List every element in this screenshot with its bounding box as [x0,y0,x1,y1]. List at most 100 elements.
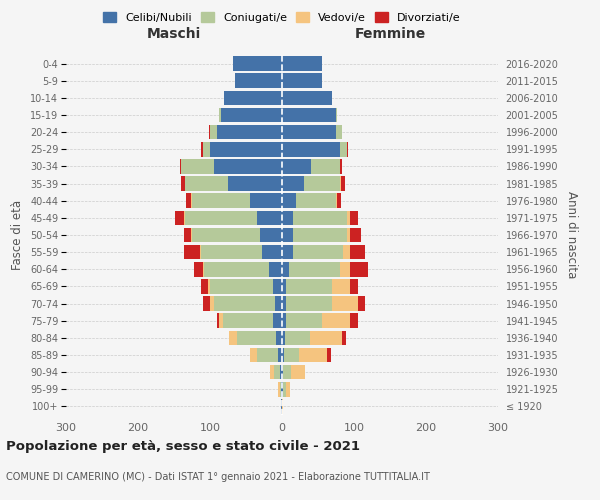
Bar [278,348,282,362]
Bar [332,279,350,293]
Bar [282,228,293,242]
Bar [203,262,204,276]
Bar [286,279,332,293]
Bar [347,228,350,242]
Bar [285,330,310,345]
Bar [299,348,328,362]
Bar [200,245,262,260]
Bar [336,108,337,122]
Bar [311,159,340,174]
Bar [233,56,282,71]
Bar [347,210,350,225]
Bar [282,210,293,225]
Bar [208,279,210,293]
Bar [274,279,282,293]
Bar [235,74,282,88]
Bar [282,245,293,260]
Bar [293,210,347,225]
Bar [282,365,283,380]
Bar [260,228,282,242]
Bar [304,176,340,191]
Bar [269,262,282,276]
Bar [278,382,280,396]
Bar [175,210,184,225]
Bar [184,228,191,242]
Bar [229,330,236,345]
Bar [275,296,282,311]
Bar [274,365,280,380]
Bar [180,159,181,174]
Bar [282,159,311,174]
Bar [194,262,203,276]
Bar [340,262,350,276]
Y-axis label: Fasce di età: Fasce di età [11,200,25,270]
Bar [282,382,283,396]
Bar [282,296,286,311]
Bar [181,176,185,191]
Bar [184,210,185,225]
Bar [271,365,274,380]
Bar [250,348,257,362]
Bar [191,194,192,208]
Bar [203,296,210,311]
Bar [310,330,343,345]
Text: COMUNE DI CAMERINO (MC) - Dati ISTAT 1° gennaio 2021 - Elaborazione TUTTITALIA.I: COMUNE DI CAMERINO (MC) - Dati ISTAT 1° … [6,472,430,482]
Bar [282,262,289,276]
Bar [214,159,282,174]
Bar [336,194,337,208]
Bar [185,194,191,208]
Bar [250,194,282,208]
Bar [224,90,282,105]
Text: Maschi: Maschi [147,26,201,40]
Bar [282,90,332,105]
Bar [281,399,282,413]
Bar [290,365,305,380]
Bar [274,314,282,328]
Bar [210,296,214,311]
Bar [220,314,223,328]
Bar [276,330,282,345]
Bar [341,176,344,191]
Bar [340,159,342,174]
Bar [223,314,274,328]
Bar [262,245,282,260]
Bar [350,210,358,225]
Bar [217,314,220,328]
Bar [282,142,340,156]
Bar [209,125,210,140]
Bar [185,210,257,225]
Bar [322,314,350,328]
Bar [221,108,282,122]
Bar [191,228,192,242]
Bar [236,330,276,345]
Bar [328,348,331,362]
Bar [350,314,358,328]
Bar [286,296,332,311]
Bar [282,176,304,191]
Bar [282,330,285,345]
Bar [296,194,336,208]
Bar [343,330,346,345]
Bar [210,142,282,156]
Bar [185,176,228,191]
Legend: Celibi/Nubili, Coniugati/e, Vedovi/e, Divorziati/e: Celibi/Nubili, Coniugati/e, Vedovi/e, Di… [101,10,463,25]
Bar [282,74,322,88]
Bar [257,348,278,362]
Text: Femmine: Femmine [0,499,1,500]
Bar [210,279,274,293]
Bar [228,176,282,191]
Bar [282,125,336,140]
Bar [280,382,281,396]
Bar [200,279,208,293]
Bar [289,262,340,276]
Bar [192,194,250,208]
Bar [282,314,286,328]
Bar [282,399,283,413]
Bar [284,348,299,362]
Bar [202,142,203,156]
Bar [340,176,341,191]
Bar [350,279,358,293]
Bar [286,382,290,396]
Bar [342,125,343,140]
Y-axis label: Anni di nascita: Anni di nascita [565,192,578,278]
